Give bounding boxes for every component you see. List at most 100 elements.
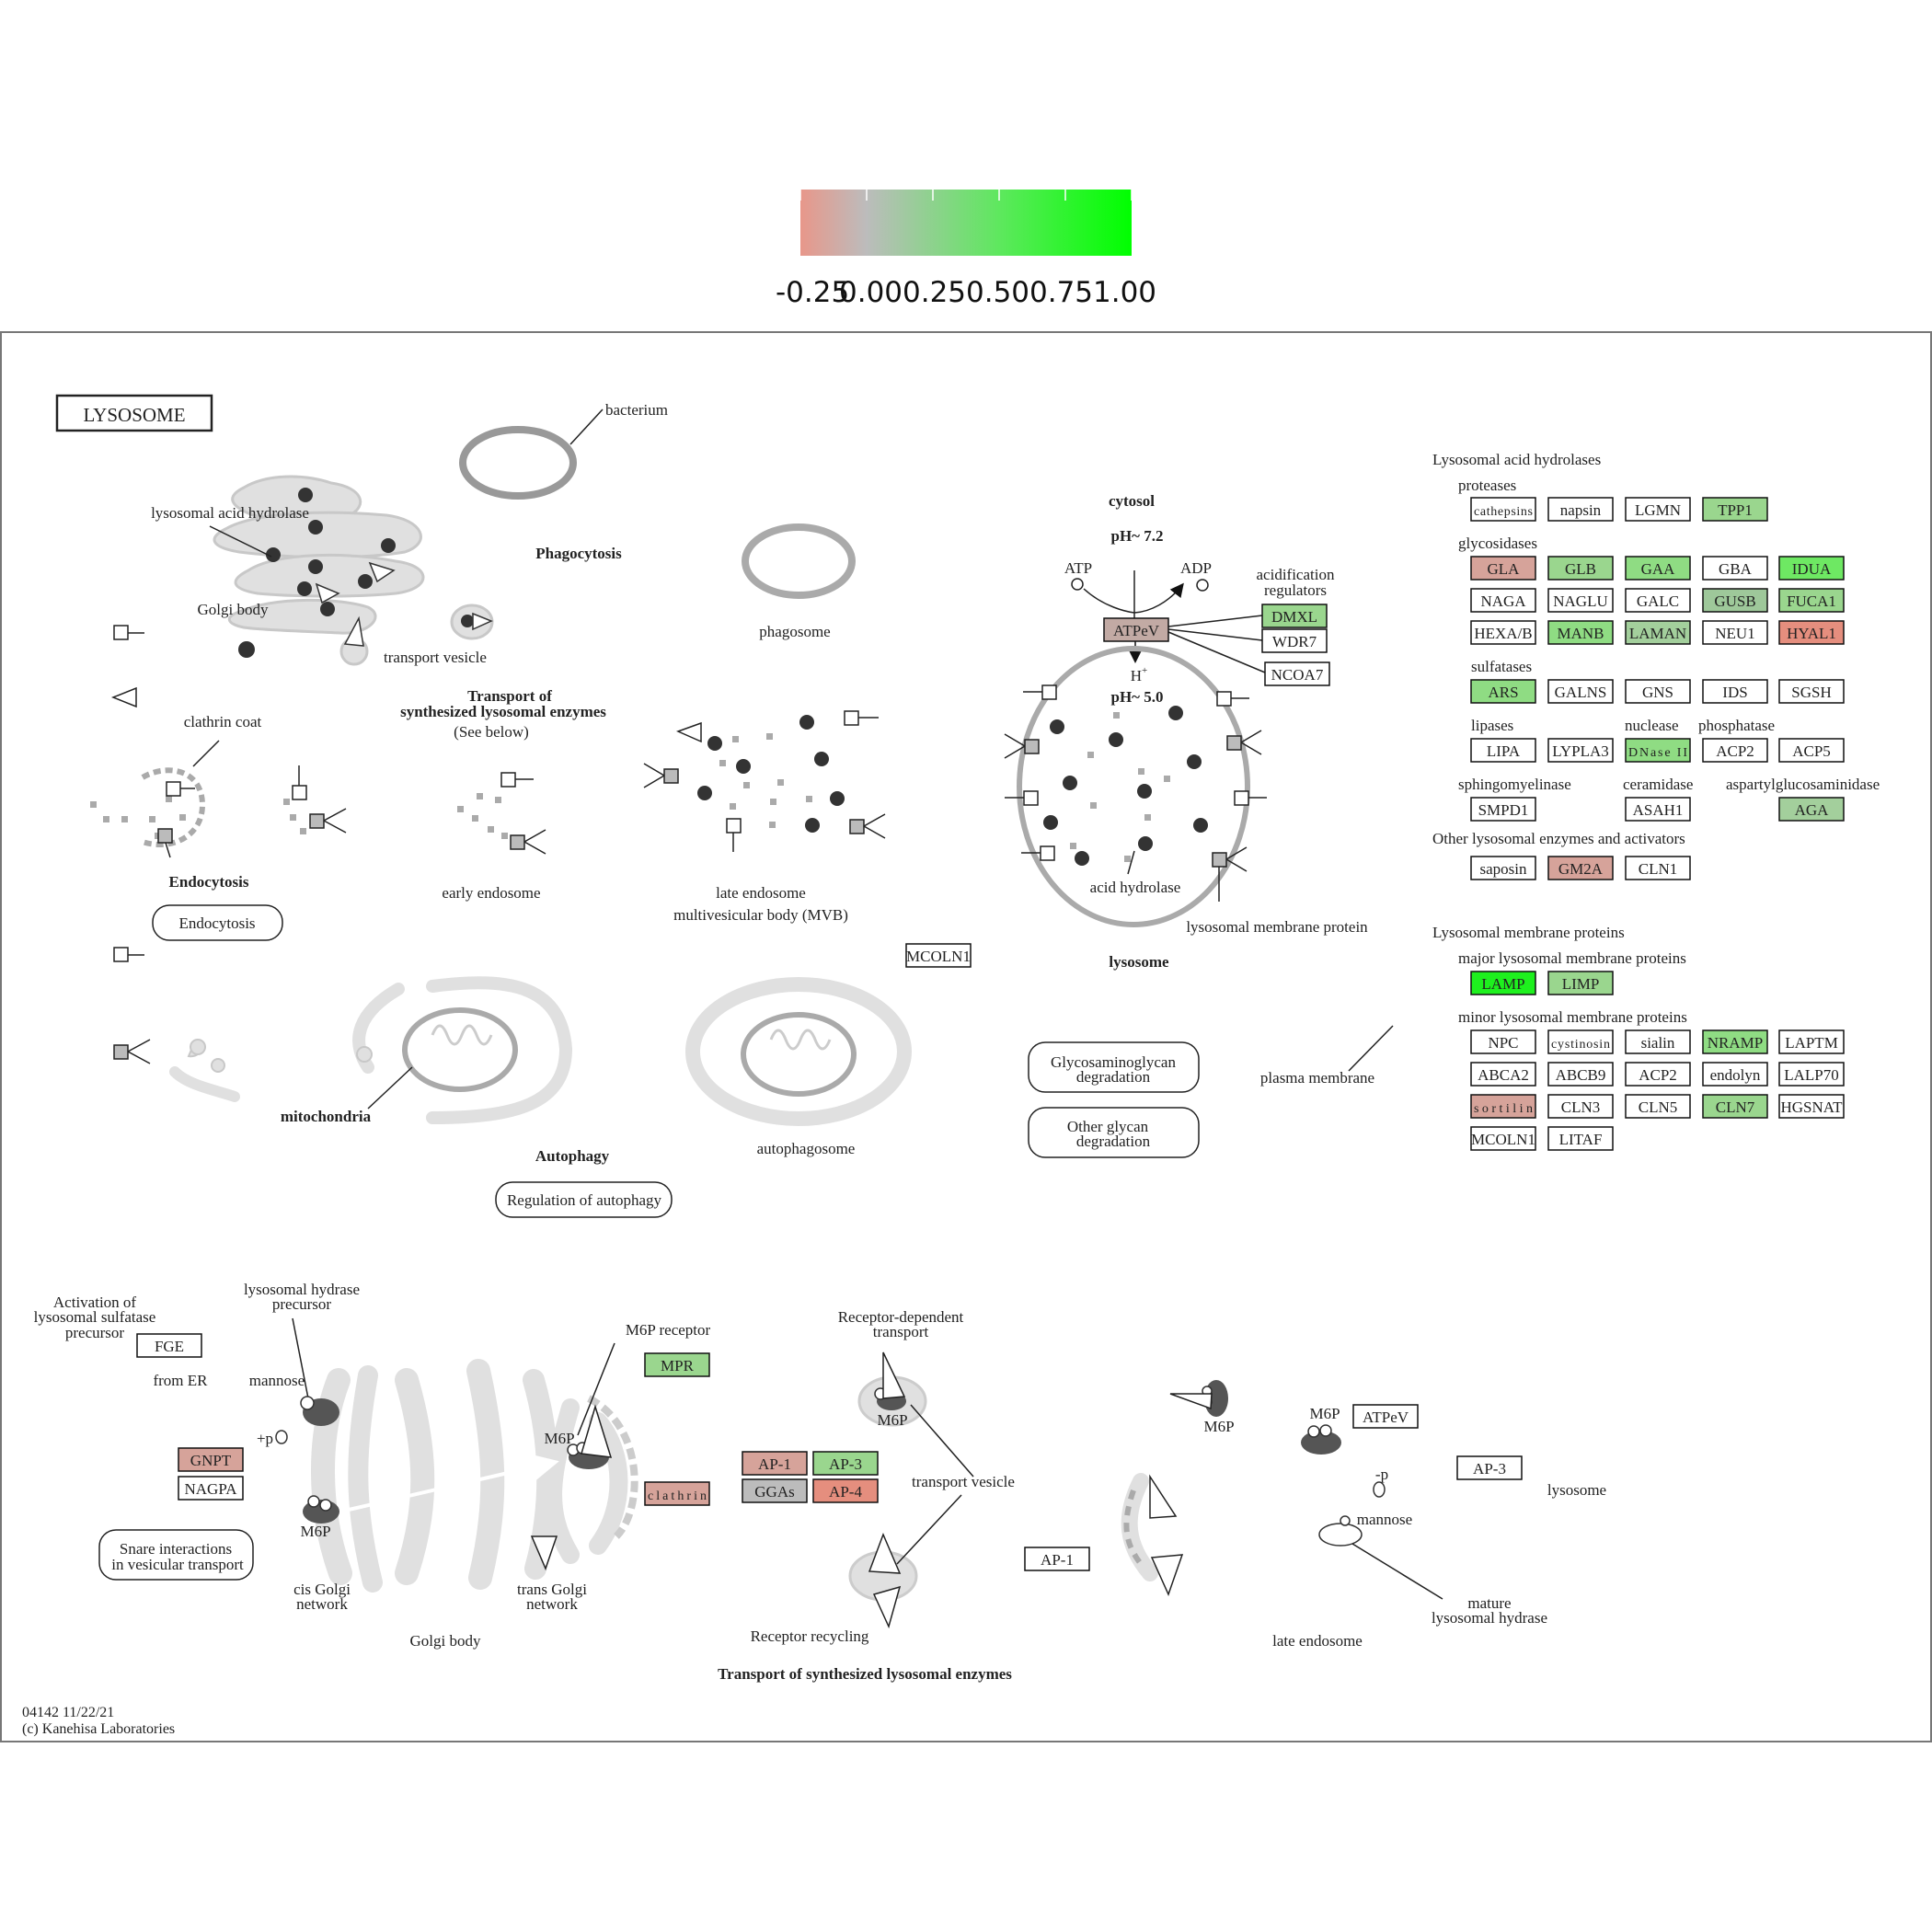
gene-box-bg-acp5[interactable] — [1778, 738, 1845, 763]
gene-box-ap3[interactable]: AP-3 — [812, 1451, 879, 1476]
gene-box-bg-ars[interactable] — [1470, 679, 1536, 704]
gene-box-bg-cystinosin[interactable] — [1547, 1029, 1614, 1054]
gene-box-gnpt[interactable]: GNPT — [178, 1447, 244, 1472]
gene-box-gusb[interactable]: GUSB — [1702, 588, 1768, 613]
gene-box-bg-laman[interactable] — [1625, 620, 1691, 645]
gene-box-aga[interactable]: AGA — [1778, 797, 1845, 822]
gene-box-neu1[interactable]: NEU1 — [1702, 620, 1768, 645]
gene-box-litaf[interactable]: LITAF — [1547, 1126, 1614, 1151]
gene-box-bg-atpev[interactable] — [1103, 617, 1169, 642]
gene-box-hyal1[interactable]: HYAL1 — [1778, 620, 1845, 645]
gene-box-nramp[interactable]: NRAMP — [1702, 1029, 1768, 1054]
gene-box-sialin[interactable]: sialin — [1625, 1029, 1691, 1054]
gene-box-ap4[interactable]: AP-4 — [812, 1478, 879, 1503]
gene-box-bg-napsin[interactable] — [1547, 497, 1614, 522]
gene-box-dmxl[interactable]: DMXL — [1261, 604, 1328, 628]
gene-box-bg-lgmn[interactable] — [1625, 497, 1691, 522]
gene-box-bg-cln5[interactable] — [1625, 1094, 1691, 1119]
gene-box-bg-sortilin[interactable] — [1470, 1094, 1536, 1119]
gene-box-laman[interactable]: LAMAN — [1625, 620, 1691, 645]
gene-box-gla[interactable]: GLA — [1470, 556, 1536, 581]
gene-box-mpr[interactable]: MPR — [644, 1352, 710, 1377]
gene-box-gm2a[interactable]: GM2A — [1547, 856, 1614, 880]
gene-box-mcoln1_mid[interactable]: MCOLN1 — [905, 943, 972, 968]
glycosaminoglycan-degradation-link[interactable] — [1028, 1041, 1200, 1093]
gene-box-bg-limp[interactable] — [1547, 971, 1614, 995]
gene-box-cystinosin[interactable]: cystinosin — [1547, 1029, 1614, 1054]
gene-box-bg-smpd1[interactable] — [1470, 797, 1536, 822]
gene-box-lipa[interactable]: LIPA — [1470, 738, 1536, 763]
gene-box-saposin[interactable]: saposin — [1470, 856, 1536, 880]
gene-box-bg-acp2b[interactable] — [1625, 1062, 1691, 1087]
gene-box-ap1[interactable]: AP-1 — [742, 1451, 808, 1476]
gene-box-atpev2[interactable]: ATPeV — [1352, 1404, 1419, 1429]
gene-box-mcoln1[interactable]: MCOLN1 — [1470, 1126, 1536, 1151]
gene-box-hgsnat[interactable]: HGSNAT — [1778, 1094, 1845, 1119]
gene-box-bg-lamp[interactable] — [1470, 971, 1536, 995]
gene-box-bg-lalp70[interactable] — [1778, 1062, 1845, 1087]
gene-box-bg-sialin[interactable] — [1625, 1029, 1691, 1054]
gene-box-cln3[interactable]: CLN3 — [1547, 1094, 1614, 1119]
gene-box-bg-saposin[interactable] — [1470, 856, 1536, 880]
gene-box-dnaseii[interactable]: DNase II — [1625, 738, 1691, 763]
gene-box-bg-gusb[interactable] — [1702, 588, 1768, 613]
gene-box-galc[interactable]: GALC — [1625, 588, 1691, 613]
gene-box-bg-galns[interactable] — [1547, 679, 1614, 704]
gene-box-bg-gnpt[interactable] — [178, 1447, 244, 1472]
gene-box-bg-npc[interactable] — [1470, 1029, 1536, 1054]
gene-box-bg-hexab[interactable] — [1470, 620, 1536, 645]
gene-box-bg-neu1[interactable] — [1702, 620, 1768, 645]
gene-box-napsin[interactable]: napsin — [1547, 497, 1614, 522]
gene-box-lamp[interactable]: LAMP — [1470, 971, 1536, 995]
gene-box-npc[interactable]: NPC — [1470, 1029, 1536, 1054]
gene-box-abca2[interactable]: ABCA2 — [1470, 1062, 1536, 1087]
gene-box-wdr7[interactable]: WDR7 — [1261, 628, 1328, 653]
gene-box-acp5[interactable]: ACP5 — [1778, 738, 1845, 763]
gene-box-gns[interactable]: GNS — [1625, 679, 1691, 704]
gene-box-ap1b[interactable]: AP-1 — [1024, 1547, 1090, 1571]
gene-box-ars[interactable]: ARS — [1470, 679, 1536, 704]
gene-box-gaa[interactable]: GAA — [1625, 556, 1691, 581]
gene-box-bg-abcb9[interactable] — [1547, 1062, 1614, 1087]
gene-box-bg-dnaseii[interactable] — [1625, 738, 1691, 763]
gene-box-bg-ncoa7[interactable] — [1264, 661, 1330, 686]
gene-box-bg-gba[interactable] — [1702, 556, 1768, 581]
gene-box-ggas[interactable]: GGAs — [742, 1478, 808, 1503]
gene-box-bg-clathrin[interactable] — [644, 1481, 710, 1506]
gene-box-bg-wdr7[interactable] — [1261, 628, 1328, 653]
gene-box-bg-ids[interactable] — [1702, 679, 1768, 704]
gene-box-bg-ap1b[interactable] — [1024, 1547, 1090, 1571]
gene-box-bg-laptm[interactable] — [1778, 1029, 1845, 1054]
gene-box-endolyn[interactable]: endolyn — [1702, 1062, 1768, 1087]
gene-box-cln7[interactable]: CLN7 — [1702, 1094, 1768, 1119]
gene-box-bg-fuca1[interactable] — [1778, 588, 1845, 613]
gene-box-bg-ggas[interactable] — [742, 1478, 808, 1503]
gene-box-bg-nramp[interactable] — [1702, 1029, 1768, 1054]
gene-box-bg-naga[interactable] — [1470, 588, 1536, 613]
gene-box-bg-atpev2[interactable] — [1352, 1404, 1419, 1429]
gene-box-manb[interactable]: MANB — [1547, 620, 1614, 645]
gene-box-bg-abca2[interactable] — [1470, 1062, 1536, 1087]
gene-box-bg-dmxl[interactable] — [1261, 604, 1328, 628]
gene-box-bg-hyal1[interactable] — [1778, 620, 1845, 645]
gene-box-bg-manb[interactable] — [1547, 620, 1614, 645]
gene-box-bg-idua[interactable] — [1778, 556, 1845, 581]
gene-box-bg-sgsh[interactable] — [1778, 679, 1845, 704]
gene-box-abcb9[interactable]: ABCB9 — [1547, 1062, 1614, 1087]
gene-box-ncoa7[interactable]: NCOA7 — [1264, 661, 1330, 686]
gene-box-acp2b[interactable]: ACP2 — [1625, 1062, 1691, 1087]
gene-box-clathrin[interactable]: clathrin — [644, 1481, 710, 1506]
gene-box-bg-mcoln1_mid[interactable] — [905, 943, 972, 968]
gene-box-lypla3[interactable]: LYPLA3 — [1547, 738, 1614, 763]
gene-box-bg-gns[interactable] — [1625, 679, 1691, 704]
gene-box-lgmn[interactable]: LGMN — [1625, 497, 1691, 522]
gene-box-bg-gla[interactable] — [1470, 556, 1536, 581]
gene-box-acp2[interactable]: ACP2 — [1702, 738, 1768, 763]
gene-box-lalp70[interactable]: LALP70 — [1778, 1062, 1845, 1087]
gene-box-bg-acp2[interactable] — [1702, 738, 1768, 763]
gene-box-bg-cln1[interactable] — [1625, 856, 1691, 880]
gene-box-gba[interactable]: GBA — [1702, 556, 1768, 581]
gene-box-bg-gaa[interactable] — [1625, 556, 1691, 581]
gene-box-bg-tpp1[interactable] — [1702, 497, 1768, 522]
gene-box-naglu[interactable]: NAGLU — [1547, 588, 1614, 613]
